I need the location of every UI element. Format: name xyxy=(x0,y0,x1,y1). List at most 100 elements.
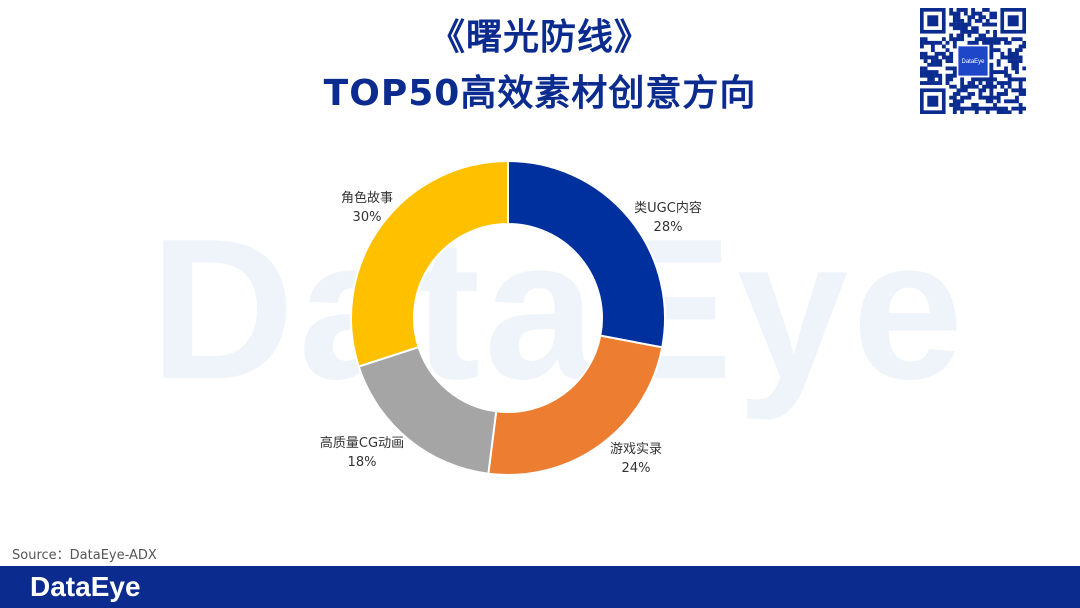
qr-module xyxy=(978,15,983,20)
qr-module xyxy=(927,40,932,45)
qr-module xyxy=(960,8,965,12)
qr-module xyxy=(989,22,994,27)
qr-module xyxy=(938,73,943,78)
qr-module xyxy=(993,70,997,74)
page-subtitle: TOP50高效素材创意方向 xyxy=(323,73,757,114)
qr-module xyxy=(1004,37,1008,42)
page-title: 《曙光防线》 xyxy=(428,17,651,58)
qr-module xyxy=(941,37,946,42)
qr-module xyxy=(1011,59,1016,64)
qr-module xyxy=(1004,88,1008,93)
qr-module xyxy=(1022,40,1027,45)
qr-module xyxy=(952,73,957,78)
qr-module xyxy=(952,70,957,74)
qr-module xyxy=(978,18,983,23)
qr-module xyxy=(1000,70,1005,74)
qr-module xyxy=(982,77,986,82)
qr-module xyxy=(1007,59,1012,64)
qr-module xyxy=(989,92,994,96)
qr-module xyxy=(952,103,957,107)
qr-module xyxy=(1015,95,1019,100)
qr-module xyxy=(1011,66,1016,71)
qr-module xyxy=(930,81,935,85)
qr-module xyxy=(923,81,928,85)
qr-module xyxy=(1007,48,1012,53)
qr-module xyxy=(930,44,935,49)
qr-module xyxy=(993,48,997,53)
qr-module xyxy=(971,84,976,89)
qr-module xyxy=(930,40,935,45)
qr-module xyxy=(985,95,990,100)
qr-module xyxy=(1000,84,1005,89)
footer-bar: DataEye xyxy=(0,566,1080,608)
qr-module xyxy=(996,37,1001,42)
qr-module xyxy=(1004,110,1008,115)
qr-module xyxy=(920,55,924,60)
qr-code-graphic: DataEye xyxy=(920,8,1027,115)
qr-module xyxy=(989,95,994,100)
qr-module xyxy=(1007,110,1012,115)
qr-module xyxy=(963,22,968,27)
slice-value-label: 18% xyxy=(348,455,377,470)
qr-module xyxy=(1015,59,1019,64)
qr-module xyxy=(989,81,994,85)
qr-module xyxy=(989,84,994,89)
qr-module xyxy=(949,37,954,42)
qr-module xyxy=(1007,81,1012,85)
qr-module xyxy=(1000,81,1005,85)
qr-module xyxy=(1000,55,1005,60)
qr-module xyxy=(938,40,943,45)
qr-module xyxy=(927,55,932,60)
qr-module xyxy=(985,77,990,82)
qr-module xyxy=(1022,44,1027,49)
qr-module xyxy=(974,84,979,89)
qr-module xyxy=(960,99,965,104)
qr-module xyxy=(974,110,979,115)
qr-module xyxy=(982,33,986,38)
qr-module xyxy=(996,110,1001,115)
qr-module xyxy=(920,81,924,85)
qr-module xyxy=(956,8,961,12)
qr-module xyxy=(993,22,997,27)
qr-module xyxy=(1000,110,1005,115)
qr-module xyxy=(960,18,965,23)
qr-module xyxy=(930,70,935,74)
qr-module xyxy=(985,8,990,12)
qr-module xyxy=(982,40,986,45)
qr-module xyxy=(960,81,965,85)
qr-module xyxy=(967,40,972,45)
qr-module xyxy=(949,59,954,64)
qr-module xyxy=(952,11,957,16)
qr-module xyxy=(971,26,976,31)
qr-module xyxy=(952,84,957,89)
qr-module xyxy=(949,55,954,60)
qr-module xyxy=(920,70,924,74)
qr-module xyxy=(923,73,928,78)
qr-module xyxy=(974,77,979,82)
qr-module xyxy=(971,29,976,34)
qr-module xyxy=(985,106,990,111)
qr-module xyxy=(927,70,932,74)
qr-module xyxy=(956,11,961,16)
qr-module xyxy=(956,37,961,42)
qr-module xyxy=(952,22,957,27)
qr-module xyxy=(989,70,994,74)
qr-module xyxy=(927,81,932,85)
qr-module xyxy=(960,88,965,93)
qr-module xyxy=(949,103,954,107)
donut-slice xyxy=(507,159,666,349)
qr-module xyxy=(1015,66,1019,71)
qr-module xyxy=(927,73,932,78)
qr-module xyxy=(945,73,950,78)
qr-module xyxy=(1000,37,1005,42)
qr-module xyxy=(978,81,983,85)
qr-module xyxy=(971,81,976,85)
qr-module xyxy=(985,40,990,45)
qr-module xyxy=(996,95,1001,100)
qr-module xyxy=(952,95,957,100)
qr-module xyxy=(1007,40,1012,45)
qr-module xyxy=(934,51,939,56)
qr-module xyxy=(1004,73,1008,78)
qr-module xyxy=(982,95,986,100)
qr-module xyxy=(941,55,946,60)
